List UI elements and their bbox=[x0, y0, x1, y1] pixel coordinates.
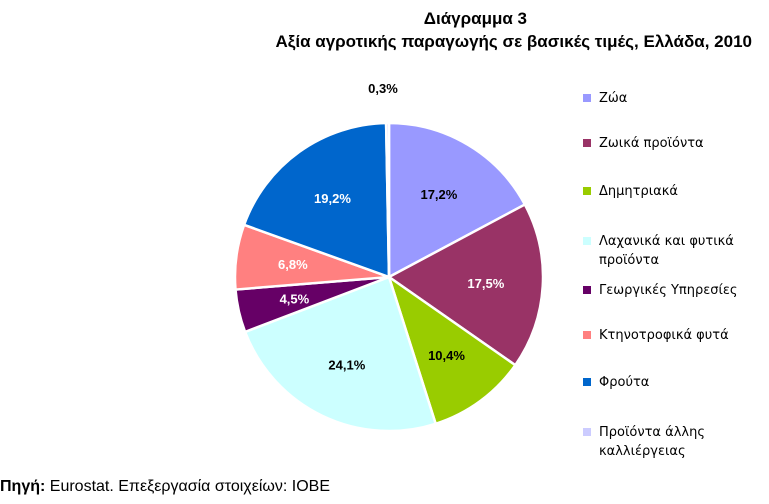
pie-slice-label: 0,3% bbox=[368, 81, 398, 96]
pie-labels: 17,2% 17,5% 10,4% 24,1% 4,5% 6,8% 19,2% 0,3% bbox=[278, 81, 505, 372]
legend-swatch bbox=[583, 139, 591, 147]
legend-label: Κτηνοτροφικά φυτά bbox=[599, 328, 729, 343]
legend-swatch bbox=[583, 286, 591, 294]
pie-slice bbox=[243, 275, 438, 433]
pie-chart: 17,2% 17,5% 10,4% 24,1% 4,5% 6,8% 19,2% 0,3% bbox=[233, 81, 545, 433]
legend-label: Προϊόντα άλλης καλλιέργειας bbox=[599, 425, 705, 459]
pie-slice bbox=[386, 273, 518, 426]
pie-slice bbox=[242, 121, 391, 279]
chart-subtitle: Αξία αγροτικής παραγωγής σε βασικές τιμέ… bbox=[275, 32, 753, 51]
pie-slices bbox=[233, 121, 545, 433]
pie-slice-label: 24,1% bbox=[328, 357, 365, 372]
pie-slice bbox=[386, 202, 545, 367]
pie-slice-label: 19,2% bbox=[314, 191, 351, 206]
pie-slice-label: 17,5% bbox=[467, 276, 504, 291]
chart-title: Διάγραμμα 3 bbox=[423, 9, 527, 28]
pie-slice-label: 17,2% bbox=[420, 187, 457, 202]
legend-label: Ζώα bbox=[599, 91, 628, 106]
legend-label: Δημητριακά bbox=[599, 184, 678, 199]
legend-label: Λαχανικά και φυτικά προϊόντα bbox=[599, 234, 734, 268]
legend-label: Φρούτα bbox=[599, 375, 650, 390]
pie-slice bbox=[384, 121, 391, 278]
source-text: Eurostat. Επεξεργασία στοιχείων: ΙΟΒΕ bbox=[45, 478, 330, 495]
legend-swatch bbox=[583, 428, 591, 436]
legend-label: Ζωικά προϊόντα bbox=[599, 136, 704, 151]
legend-label: Γεωργικές Υπηρεσίες bbox=[599, 283, 738, 298]
pie-slice bbox=[387, 121, 527, 280]
source-note: Πηγή: Eurostat. Επεξεργασία στοιχείων: Ι… bbox=[0, 478, 330, 496]
legend-swatch bbox=[583, 331, 591, 339]
legend-swatch bbox=[583, 378, 591, 386]
pie-slice-label: 4,5% bbox=[280, 291, 310, 306]
source-prefix: Πηγή: bbox=[0, 478, 46, 495]
pie-slice-label: 6,8% bbox=[278, 257, 308, 272]
pie-slice-label: 10,4% bbox=[428, 348, 465, 363]
legend-swatch bbox=[583, 94, 591, 102]
legend-swatch bbox=[583, 237, 591, 245]
legend-swatch bbox=[583, 187, 591, 195]
